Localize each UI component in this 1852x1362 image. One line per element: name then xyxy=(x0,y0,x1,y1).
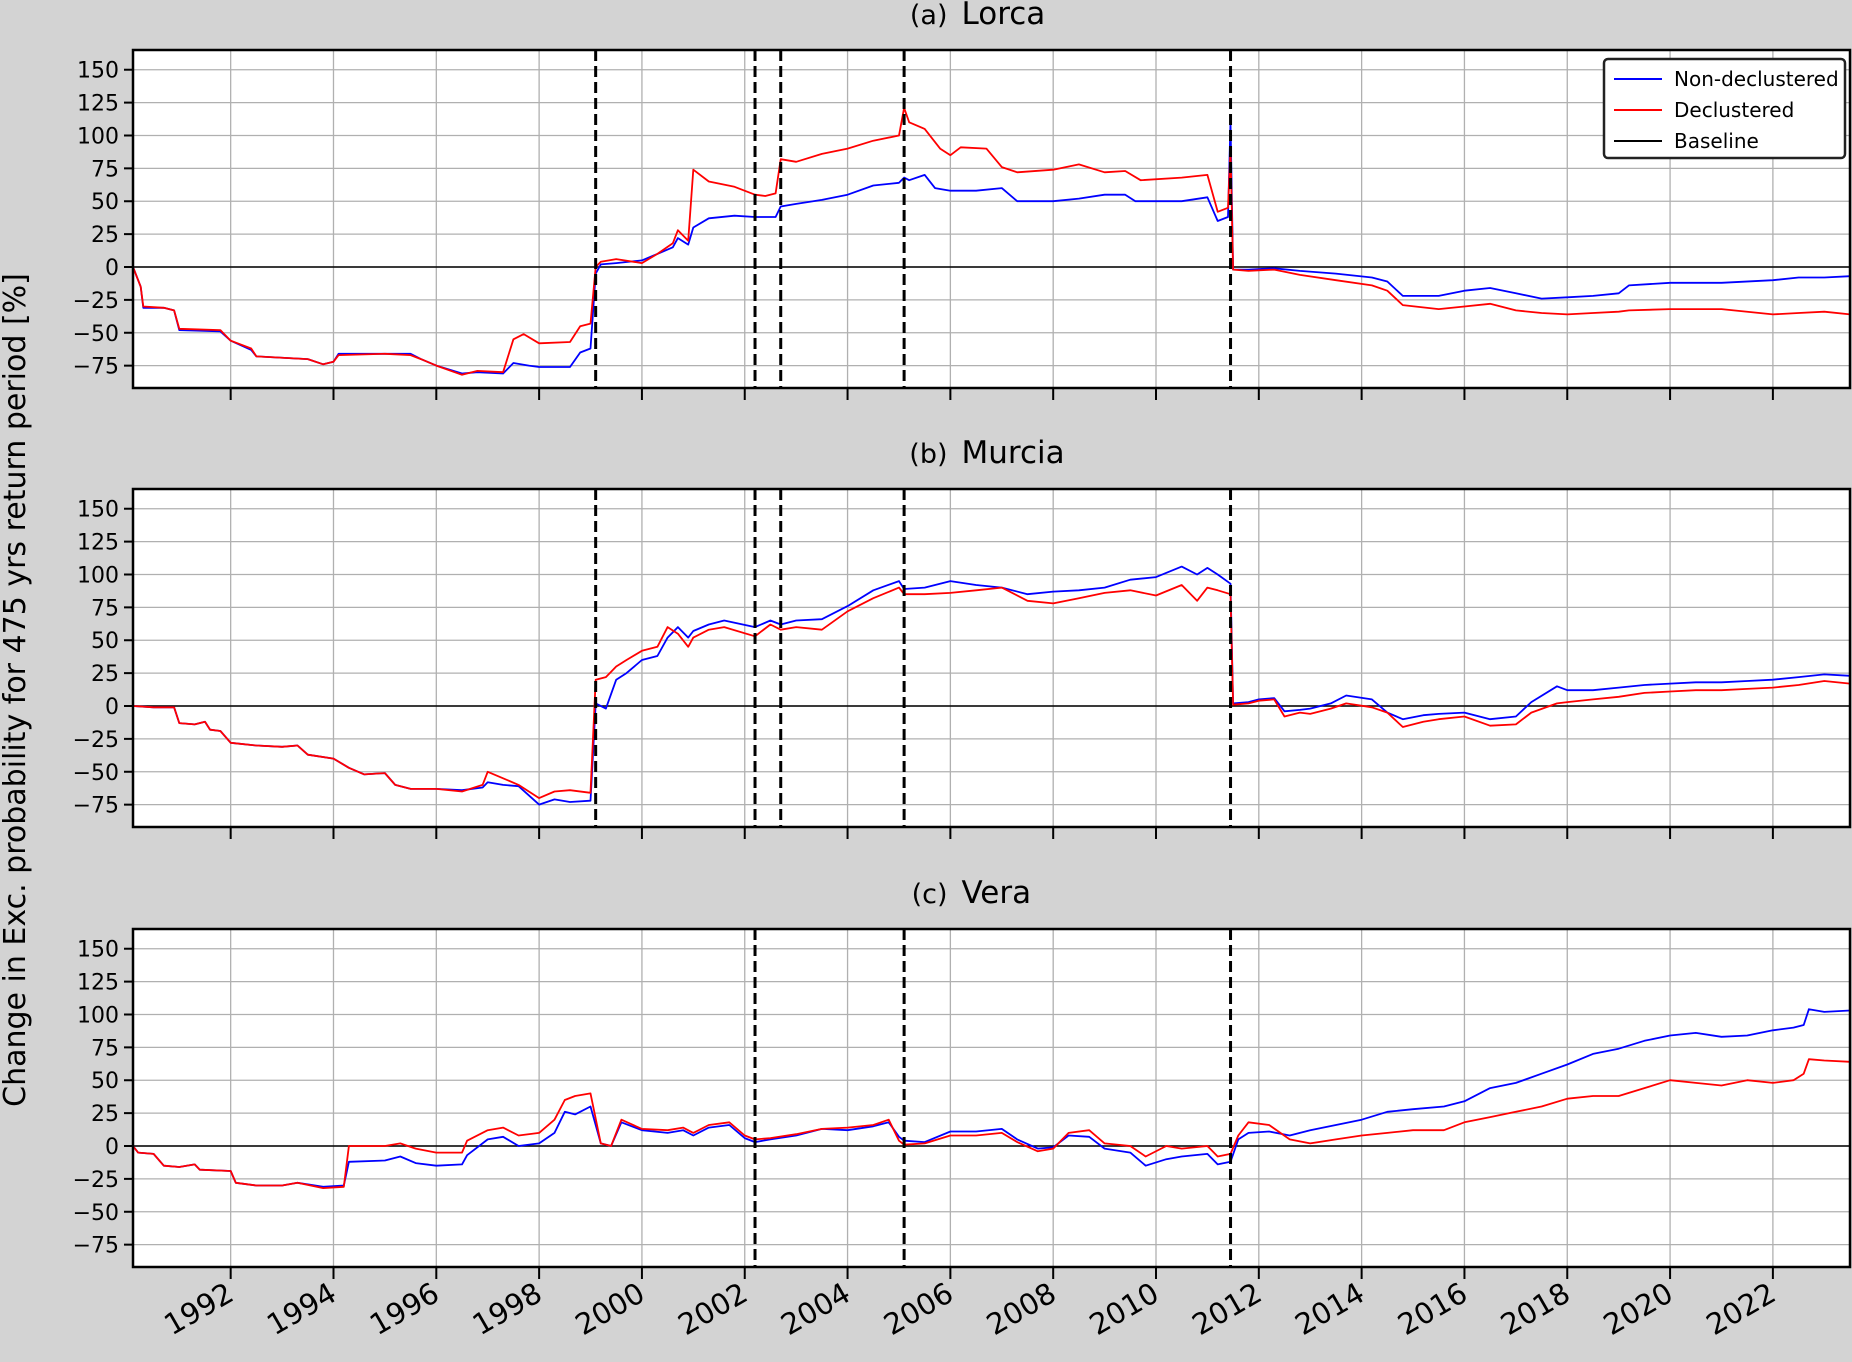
y-tick-label: 50 xyxy=(91,190,119,215)
legend-box xyxy=(1602,57,1847,160)
y-tick-label: −75 xyxy=(73,355,119,380)
panel-title: Murcia xyxy=(962,435,1065,471)
panel-3: 150 125 100 75 50 25 0 −25 −50 −75 (c) Vera 1992 1994… xyxy=(73,875,1852,1342)
legend: Non-declustered Declustered Baseline xyxy=(1602,57,1847,160)
x-tick-label: 2012 xyxy=(1186,1276,1267,1342)
panel-label: (c) xyxy=(912,879,948,910)
x-tick-label: 1992 xyxy=(158,1276,239,1342)
y-tick-label: 25 xyxy=(91,1102,119,1127)
y-tick-label: 0 xyxy=(105,1135,119,1160)
y-tick-label: 25 xyxy=(91,223,119,248)
panel-1: 150 125 100 75 50 25 0 −25 −50 −75 (a) Lorca Non-dec… xyxy=(73,0,1852,400)
panel-label: (b) xyxy=(909,439,947,470)
series-line-non-declustered xyxy=(132,1008,1851,1188)
y-tick-label: −50 xyxy=(73,322,119,347)
y-tick-label: −25 xyxy=(73,728,119,753)
y-tick-label: 75 xyxy=(91,157,119,182)
x-tick-label: 2000 xyxy=(570,1276,651,1342)
x-tick-label: 2014 xyxy=(1289,1276,1370,1342)
plot-area xyxy=(133,50,1850,388)
legend-entry-label: Baseline xyxy=(1674,129,1759,153)
y-tick-label: −25 xyxy=(73,289,119,314)
x-tick-label: 2006 xyxy=(878,1276,959,1342)
axes-frame xyxy=(131,927,1852,1269)
axes-frame xyxy=(131,48,1852,390)
y-tick-label: −50 xyxy=(73,761,119,786)
y-tick-label: 0 xyxy=(105,695,119,720)
y-tick-label: 100 xyxy=(77,124,119,149)
y-tick-label: 150 xyxy=(77,938,119,963)
y-tick-label: −75 xyxy=(73,794,119,819)
y-tick-label: 75 xyxy=(91,1036,119,1061)
x-tick-label: 1996 xyxy=(364,1276,445,1342)
panel-label: (a) xyxy=(910,0,948,31)
plot-area xyxy=(133,929,1850,1267)
series-line-declustered xyxy=(132,107,1851,376)
panel-title: Lorca xyxy=(962,0,1046,32)
x-tick-label: 2016 xyxy=(1392,1276,1473,1342)
y-tick-label: 50 xyxy=(91,1069,119,1094)
x-tick-label: 2022 xyxy=(1700,1276,1781,1342)
axes-frame xyxy=(131,487,1852,829)
y-axis-label: Change in Exc. probability for 475 yrs r… xyxy=(0,273,33,1107)
gridlines xyxy=(133,489,1850,827)
y-tick-label: 75 xyxy=(91,596,119,621)
y-tick-label: −25 xyxy=(73,1168,119,1193)
x-tick-label: 2008 xyxy=(981,1276,1062,1342)
y-tick-label: 50 xyxy=(91,629,119,654)
y-tick-label: 125 xyxy=(77,971,119,996)
panel-title: Vera xyxy=(962,875,1032,911)
x-tick-label: 2020 xyxy=(1598,1276,1679,1342)
x-tick-label: 2018 xyxy=(1495,1276,1576,1342)
y-tick-label: 125 xyxy=(77,92,119,117)
x-tick-label: 1994 xyxy=(261,1276,342,1342)
y-tick-label: −50 xyxy=(73,1201,119,1226)
plot-area xyxy=(133,489,1850,827)
y-tick-label: 125 xyxy=(77,531,119,556)
y-tick-label: 150 xyxy=(77,59,119,84)
x-tick-label: 1998 xyxy=(467,1276,548,1342)
series-line-declustered xyxy=(132,584,1851,799)
series-line-declustered xyxy=(132,1058,1851,1189)
legend-entry-label: Non-declustered xyxy=(1674,67,1839,91)
y-tick-label: 150 xyxy=(77,498,119,523)
legend-entry-label: Declustered xyxy=(1674,98,1794,122)
y-tick-label: 25 xyxy=(91,662,119,687)
y-tick-label: 100 xyxy=(77,563,119,588)
panel-2: 150 125 100 75 50 25 0 −25 −50 −75 (b) Murcia xyxy=(73,435,1852,839)
y-tick-label: 0 xyxy=(105,256,119,281)
x-tick-label: 2010 xyxy=(1084,1276,1165,1342)
y-tick-label: 100 xyxy=(77,1003,119,1028)
x-tick-label: 2004 xyxy=(775,1276,856,1342)
x-tick-label: 2002 xyxy=(672,1276,753,1342)
y-tick-label: −75 xyxy=(73,1234,119,1259)
